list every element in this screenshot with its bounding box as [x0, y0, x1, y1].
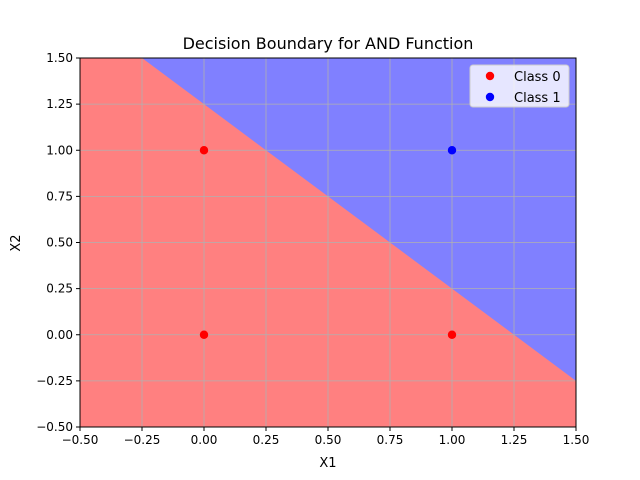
legend: Class 0 Class 1 [469, 64, 570, 108]
x-axis-label: X1 [319, 456, 336, 471]
x-tick-label: −0.50 [62, 433, 99, 447]
legend-label: Class 1 [514, 91, 561, 106]
data-point-class-0 [447, 330, 457, 339]
data-points [199, 146, 457, 339]
y-tick-label: 1.00 [46, 143, 73, 157]
x-tick-label: 1.25 [501, 433, 528, 447]
x-axis-ticks: −0.50 −0.25 0.00 0.25 0.50 0.75 1.00 1.25 1.50 [62, 427, 590, 447]
y-tick-label: 1.50 [46, 51, 73, 65]
data-point-class-0 [199, 330, 209, 339]
y-tick-label: 0.00 [46, 328, 73, 342]
x-tick-label: 0.75 [377, 433, 404, 447]
y-tick-label: −0.25 [36, 374, 73, 388]
y-axis-label: X2 [9, 234, 24, 251]
x-tick-label: 1.50 [563, 433, 590, 447]
legend-marker [485, 71, 495, 81]
chart-title: Decision Boundary for AND Function [183, 34, 474, 53]
x-tick-label: 0.50 [315, 433, 342, 447]
x-tick-label: 0.25 [253, 433, 280, 447]
data-point-class-1 [447, 146, 457, 155]
x-tick-label: −0.25 [124, 433, 161, 447]
x-tick-label: 0.00 [191, 433, 218, 447]
region-class-1 [142, 58, 576, 381]
y-tick-label: 0.50 [46, 236, 73, 250]
legend-box [469, 64, 570, 108]
y-tick-label: 0.25 [46, 282, 73, 296]
legend-marker [485, 92, 495, 102]
data-point-class-0 [199, 146, 209, 155]
y-axis-ticks: −0.50 −0.25 0.00 0.25 0.50 0.75 1.00 1.25 1.50 [36, 51, 80, 434]
x-tick-label: 1.00 [439, 433, 466, 447]
y-tick-label: 1.25 [46, 97, 73, 111]
y-tick-label: −0.50 [36, 420, 73, 434]
y-tick-label: 0.75 [46, 189, 73, 203]
legend-label: Class 0 [514, 70, 561, 85]
